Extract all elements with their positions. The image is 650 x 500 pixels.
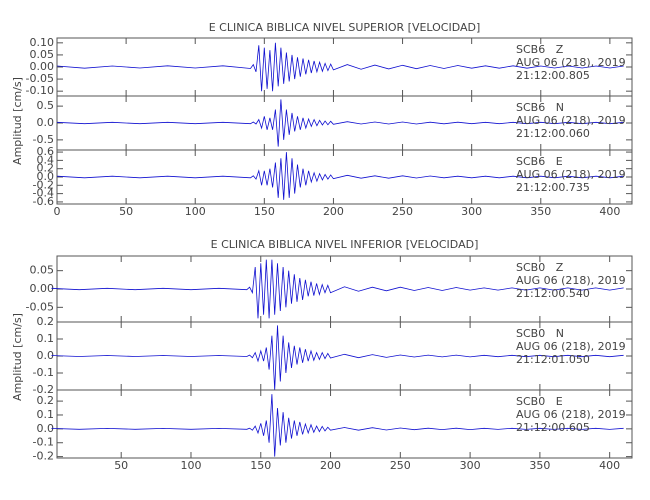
time-label: 21:12:00.060 xyxy=(516,127,590,140)
y-tick-label: -0.1 xyxy=(33,436,54,449)
time-label: 21:12:01.050 xyxy=(516,353,590,366)
x-tick-label: 50 xyxy=(119,205,133,218)
time-label: 21:12:00.540 xyxy=(516,287,590,300)
y-tick-label: -0.05 xyxy=(26,300,54,313)
y-tick-label: 0.2 xyxy=(37,394,55,407)
y-tick-label: -0.05 xyxy=(26,72,54,85)
date-label: AUG 06 (218), 2019 xyxy=(516,114,626,127)
time-label: 21:12:00.605 xyxy=(516,421,590,434)
date-label: AUG 06 (218), 2019 xyxy=(516,56,626,69)
y-tick-label: 0.05 xyxy=(30,264,55,277)
x-tick-label: 100 xyxy=(185,205,206,218)
date-label: AUG 06 (218), 2019 xyxy=(516,340,626,353)
y-tick-label: 0.00 xyxy=(30,60,55,73)
waveform xyxy=(56,152,624,200)
waveform xyxy=(56,99,624,147)
y-tick-label: 0.1 xyxy=(37,408,55,421)
y-tick-label: -0.2 xyxy=(33,178,54,191)
station-label: SCB6 N xyxy=(516,101,564,114)
waveform xyxy=(51,394,624,457)
y-tick-label: 0.10 xyxy=(30,36,55,49)
station-label: SCB0 N xyxy=(516,327,564,340)
x-tick-label: 400 xyxy=(599,205,620,218)
x-tick-label: 250 xyxy=(390,459,411,472)
x-tick-label: 200 xyxy=(323,205,344,218)
station-label: SCB6 E xyxy=(516,155,563,168)
date-label: AUG 06 (218), 2019 xyxy=(516,168,626,181)
y-tick-label: 0.0 xyxy=(37,170,55,183)
y-tick-label: -0.4 xyxy=(33,187,54,200)
y-tick-label: -0.5 xyxy=(33,133,54,146)
x-tick-label: 300 xyxy=(460,459,481,472)
x-tick-label: 150 xyxy=(250,459,271,472)
y-tick-label: 0.1 xyxy=(37,332,55,345)
y-tick-label: -0.2 xyxy=(33,450,54,463)
x-tick-label: 350 xyxy=(529,459,550,472)
y-tick-label: 0.0 xyxy=(37,349,55,362)
station-label: SCB6 Z xyxy=(516,43,564,56)
y-tick-label: 0.6 xyxy=(37,145,55,158)
y-tick-label: 0.4 xyxy=(37,153,55,166)
x-tick-label: 300 xyxy=(461,205,482,218)
y-tick-label: -0.10 xyxy=(26,84,54,97)
x-tick-label: 150 xyxy=(254,205,275,218)
y-tick-label: 0.0 xyxy=(37,422,55,435)
station-label: SCB0 E xyxy=(516,395,563,408)
y-tick-label: 0.05 xyxy=(30,48,55,61)
panel-frame xyxy=(56,389,633,459)
time-label: 21:12:00.735 xyxy=(516,181,590,194)
x-tick-label: 200 xyxy=(320,459,341,472)
waveform xyxy=(51,325,624,391)
y-tick-label: 0.00 xyxy=(30,282,55,295)
y-axis-label: Amplitud [cm/s] xyxy=(11,313,24,401)
y-tick-label: -0.1 xyxy=(33,366,54,379)
chart-title: E CLINICA BIBLICA NIVEL INFERIOR [VELOCI… xyxy=(211,238,479,251)
y-axis-label: Amplitud [cm/s] xyxy=(11,77,24,165)
date-label: AUG 06 (218), 2019 xyxy=(516,408,626,421)
x-tick-label: 50 xyxy=(114,459,128,472)
time-label: 21:12:00.805 xyxy=(516,69,590,82)
x-tick-label: 350 xyxy=(530,205,551,218)
x-tick-label: 100 xyxy=(180,459,201,472)
x-tick-label: 400 xyxy=(599,459,620,472)
y-tick-label: -0.6 xyxy=(33,195,54,208)
x-tick-label: 0 xyxy=(54,205,61,218)
waveform xyxy=(51,259,624,319)
y-tick-label: 0.5 xyxy=(37,99,55,112)
y-tick-label: 0.2 xyxy=(37,315,55,328)
y-tick-label: 0.0 xyxy=(37,116,55,129)
y-tick-label: -0.2 xyxy=(33,383,54,396)
chart-title: E CLINICA BIBLICA NIVEL SUPERIOR [VELOCI… xyxy=(209,21,481,34)
y-tick-label: 0.2 xyxy=(37,162,55,175)
x-tick-label: 250 xyxy=(392,205,413,218)
station-label: SCB0 Z xyxy=(516,261,564,274)
date-label: AUG 06 (218), 2019 xyxy=(516,274,626,287)
waveform xyxy=(56,42,624,92)
